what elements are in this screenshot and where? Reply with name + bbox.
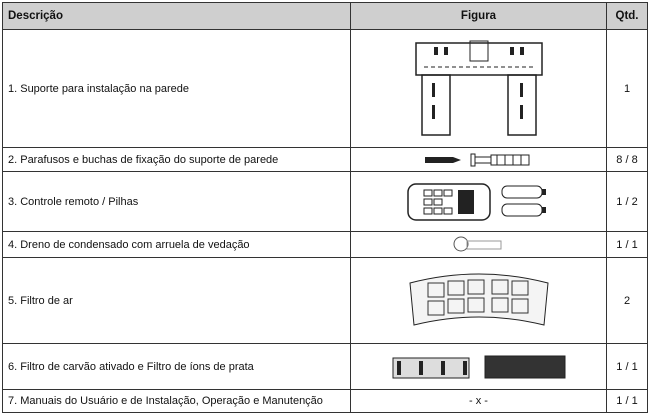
qty: 1 / 1 [606, 389, 648, 413]
header-cell: Descrição [2, 2, 351, 30]
figure: - x - [350, 389, 607, 413]
header-row: Descrição Figura Qtd. [2, 2, 648, 30]
description: 7. Manuais do Usuário e de Instalação, O… [2, 389, 351, 413]
header-cell: Qtd. [606, 2, 648, 30]
qty: 1 [606, 29, 648, 148]
row: 2. Parafusos e buchas de fixação do supo… [2, 147, 648, 172]
carbon-filter-icon [392, 355, 565, 378]
qty: 8 / 8 [606, 147, 648, 172]
description: 3. Controle remoto / Pilhas [2, 171, 351, 232]
air-filter-icon [408, 273, 549, 326]
qty: 1 / 1 [606, 231, 648, 258]
screws-icon [424, 153, 529, 166]
row: 1. Suporte para instalação na parede 1 [2, 29, 648, 148]
row: 7. Manuais do Usuário e de Instalação, O… [2, 389, 648, 413]
remote-icon [406, 182, 546, 221]
description: 5. Filtro de ar [2, 257, 351, 344]
figure [350, 29, 607, 148]
figure [350, 231, 607, 258]
row: 6. Filtro de carvão ativado e Filtro de … [2, 343, 648, 390]
wall-bracket-icon [414, 40, 543, 136]
description: 6. Filtro de carvão ativado e Filtro de … [2, 343, 351, 390]
description: 2. Parafusos e buchas de fixação do supo… [2, 147, 351, 172]
figure [350, 343, 607, 390]
drain-icon [453, 236, 501, 251]
description: 4. Dreno de condensado com arruela de ve… [2, 231, 351, 258]
row: 3. Controle remoto / Pilhas 1 / 2 [2, 171, 648, 232]
header-cell: Figura [350, 2, 607, 30]
qty: 2 [606, 257, 648, 344]
description: 1. Suporte para instalação na parede [2, 29, 351, 148]
figure [350, 171, 607, 232]
row: 5. Filtro de ar 2 [2, 257, 648, 344]
qty: 1 / 1 [606, 343, 648, 390]
qty: 1 / 2 [606, 171, 648, 232]
row: 4. Dreno de condensado com arruela de ve… [2, 231, 648, 258]
figure [350, 257, 607, 344]
figure [350, 147, 607, 172]
